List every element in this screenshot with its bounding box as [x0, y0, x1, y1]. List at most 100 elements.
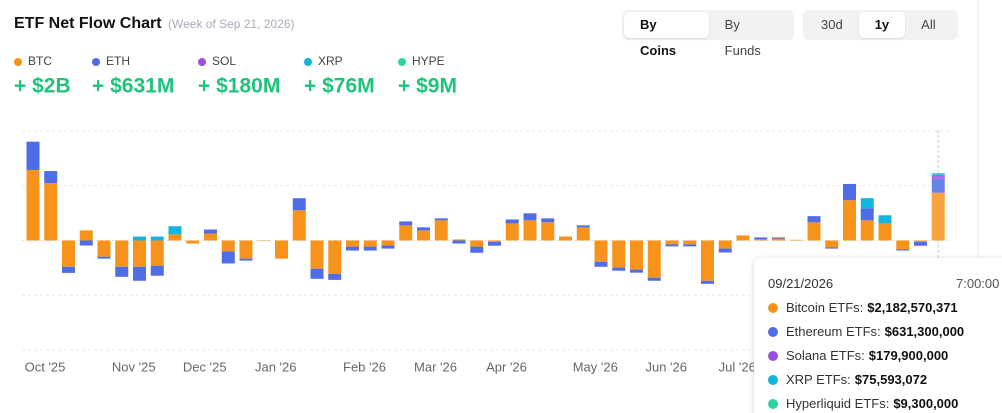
- bar-segment: [683, 240, 697, 245]
- bar-segment: [150, 236, 164, 241]
- range-all[interactable]: All: [921, 17, 936, 32]
- bar-segment: [931, 178, 945, 193]
- bar-segment: [718, 248, 732, 253]
- bar-segment: [204, 229, 217, 234]
- bar-segment: [665, 244, 679, 247]
- range-1y[interactable]: 1y: [858, 12, 906, 38]
- bar-segment: [79, 240, 93, 246]
- bar-segment: [576, 225, 590, 228]
- bar-segment: [26, 141, 40, 170]
- tooltip-row: Ethereum ETFs: $631,300,000: [768, 324, 964, 339]
- bar-segment: [26, 169, 40, 241]
- plot: Oct '25 Nov '25 Dec '25 Jan '26 Feb '26 Mar '…: [22, 130, 950, 374]
- bar-segment: [488, 240, 501, 242]
- bar-segment: [878, 215, 892, 224]
- bar-segment: [647, 277, 661, 281]
- x-tick-label: Mar '26: [414, 359, 457, 374]
- bar-segment: [292, 210, 306, 241]
- chart-subtitle: (Week of Sep 21, 2026): [168, 17, 295, 31]
- bar-segment: [931, 173, 945, 175]
- bar-segment: [133, 266, 146, 281]
- bar-segment: [434, 220, 448, 241]
- bar-segment: [860, 208, 874, 221]
- legend-total: + $9M: [398, 75, 457, 98]
- bar-segment: [825, 247, 839, 249]
- tooltip-value: $2,182,570,371: [867, 300, 958, 315]
- range-toggle: 30d 1y All: [803, 10, 958, 40]
- bar-segment: [931, 192, 945, 241]
- tooltip-label: XRP ETFs:: [786, 372, 851, 387]
- bar-segment: [665, 240, 679, 245]
- tooltip-row: Hyperliquid ETFs: $9,300,000: [768, 396, 958, 411]
- bar-segment: [630, 269, 643, 273]
- tooltip: 09/21/2026 7:00:00 AM Bitcoin ETFs:$2,18…: [754, 258, 1002, 413]
- bar-segment: [789, 239, 803, 241]
- bar-segment: [275, 240, 288, 259]
- bar-segment: [843, 200, 856, 241]
- bar-segment: [186, 240, 200, 244]
- bar-segment: [541, 222, 555, 241]
- tooltip-value: $179,900,000: [868, 348, 949, 363]
- bar-segment: [221, 251, 235, 264]
- bar-segment: [772, 237, 785, 239]
- legend-total: + $631M: [92, 75, 174, 98]
- bar-segment: [736, 235, 750, 241]
- bar-segment: [221, 240, 235, 252]
- legend-total: + $76M: [304, 75, 375, 98]
- bar-segment: [328, 273, 342, 280]
- tooltip-value: $75,593,072: [854, 372, 928, 387]
- bar-segment: [363, 240, 377, 247]
- bar-segment: [754, 239, 768, 241]
- tooltip-label: Ethereum ETFs:: [786, 324, 881, 339]
- bar-segment: [878, 223, 892, 241]
- x-tick-label: Apr '26: [486, 359, 527, 374]
- tooltip-row: XRP ETFs: $75,593,072: [768, 372, 927, 387]
- x-tick-label: Oct '25: [25, 359, 66, 374]
- legend-dot: [92, 58, 100, 66]
- bar-segment: [62, 240, 75, 267]
- tooltip-dot: [768, 374, 778, 385]
- bar-segment: [346, 240, 359, 247]
- by-funds[interactable]: By Funds: [724, 17, 761, 58]
- bar-segment: [417, 227, 430, 231]
- bar-segment: [97, 256, 111, 259]
- bar-segment: [381, 245, 395, 249]
- bar-segment: [914, 240, 927, 242]
- chart-title: ETF Net Flow Chart: [14, 15, 162, 32]
- bar-segment: [647, 240, 661, 278]
- bar-segment: [452, 239, 466, 241]
- x-tick-label: Feb '26: [343, 359, 386, 374]
- x-tick-label: Jun '26: [645, 359, 687, 374]
- bar-segment: [594, 261, 608, 267]
- tooltip-label: Bitcoin ETFs:: [786, 300, 864, 315]
- x-tick-label: Jul '26: [719, 359, 756, 374]
- tooltip-label: Solana ETFs:: [786, 348, 865, 363]
- bar-segment: [701, 280, 714, 284]
- bar-segment: [807, 216, 821, 223]
- legend-total: + $2B: [14, 75, 71, 98]
- bar-segment: [44, 183, 58, 241]
- bar-segment: [523, 213, 537, 221]
- bar-segment: [452, 240, 466, 244]
- bar-segment: [133, 236, 146, 241]
- by-coins[interactable]: By Coins: [624, 12, 709, 58]
- bar-segment: [896, 240, 910, 250]
- bar-segment: [434, 218, 448, 221]
- range-30d[interactable]: 30d: [821, 17, 843, 32]
- bar-segment: [470, 246, 484, 253]
- bar-segment: [399, 225, 413, 241]
- bar-segment: [701, 240, 714, 281]
- x-tick-label: May '26: [573, 359, 618, 374]
- bar-segment: [772, 238, 785, 241]
- bar-segment: [612, 240, 626, 268]
- bar-segment: [115, 240, 129, 267]
- bar-segment: [310, 268, 324, 279]
- bar-segment: [523, 220, 537, 241]
- bar-segment: [860, 220, 874, 241]
- tooltip-row: Bitcoin ETFs: $2,182,570,371: [768, 300, 958, 315]
- legend-dot: [304, 58, 312, 66]
- bar-segment: [346, 246, 359, 251]
- bar-segment: [594, 240, 608, 262]
